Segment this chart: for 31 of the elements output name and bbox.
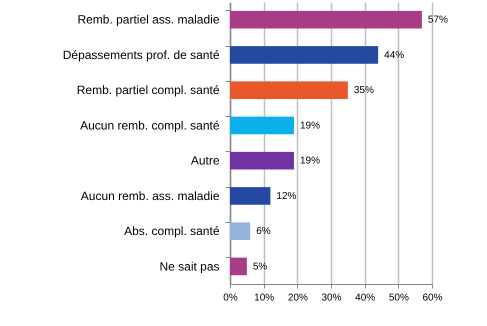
bar xyxy=(230,187,270,205)
bar xyxy=(230,116,294,134)
bar xyxy=(230,222,250,240)
y-tick-label: Abs. compl. santé xyxy=(124,224,220,238)
bar xyxy=(230,152,294,170)
x-tick-label: 60% xyxy=(422,292,443,304)
data-label: 35% xyxy=(354,85,374,96)
bar xyxy=(230,81,348,99)
y-tick-label: Remb. partiel ass. maladie xyxy=(77,12,220,27)
data-label: 44% xyxy=(384,50,404,61)
x-tick-label: 50% xyxy=(388,292,409,304)
y-tick-label: Ne sait pas xyxy=(159,259,220,274)
y-tick-label: Remb. partiel compl. santé xyxy=(76,83,220,98)
x-tick-label: 30% xyxy=(321,292,342,304)
data-label: 12% xyxy=(276,190,297,202)
data-label: 19% xyxy=(300,156,320,167)
y-tick-label: Aucun remb. ass. maladie xyxy=(80,188,220,203)
bar xyxy=(230,10,422,28)
bar xyxy=(230,258,247,276)
x-tick-label: 0% xyxy=(223,292,238,304)
x-tick-label: 10% xyxy=(254,292,274,304)
data-label: 19% xyxy=(300,120,320,132)
data-label: 6% xyxy=(256,226,271,238)
data-label: 57% xyxy=(428,14,448,26)
x-tick-label: 40% xyxy=(355,292,376,304)
y-tick-label: Dépassements prof. de santé xyxy=(62,48,220,62)
y-tick-label: Autre xyxy=(190,154,220,168)
data-label: 5% xyxy=(252,261,268,272)
y-tick-label: Aucun remb. compl. santé xyxy=(80,118,220,132)
x-tick-label: 20% xyxy=(288,292,308,304)
bar xyxy=(230,46,378,64)
